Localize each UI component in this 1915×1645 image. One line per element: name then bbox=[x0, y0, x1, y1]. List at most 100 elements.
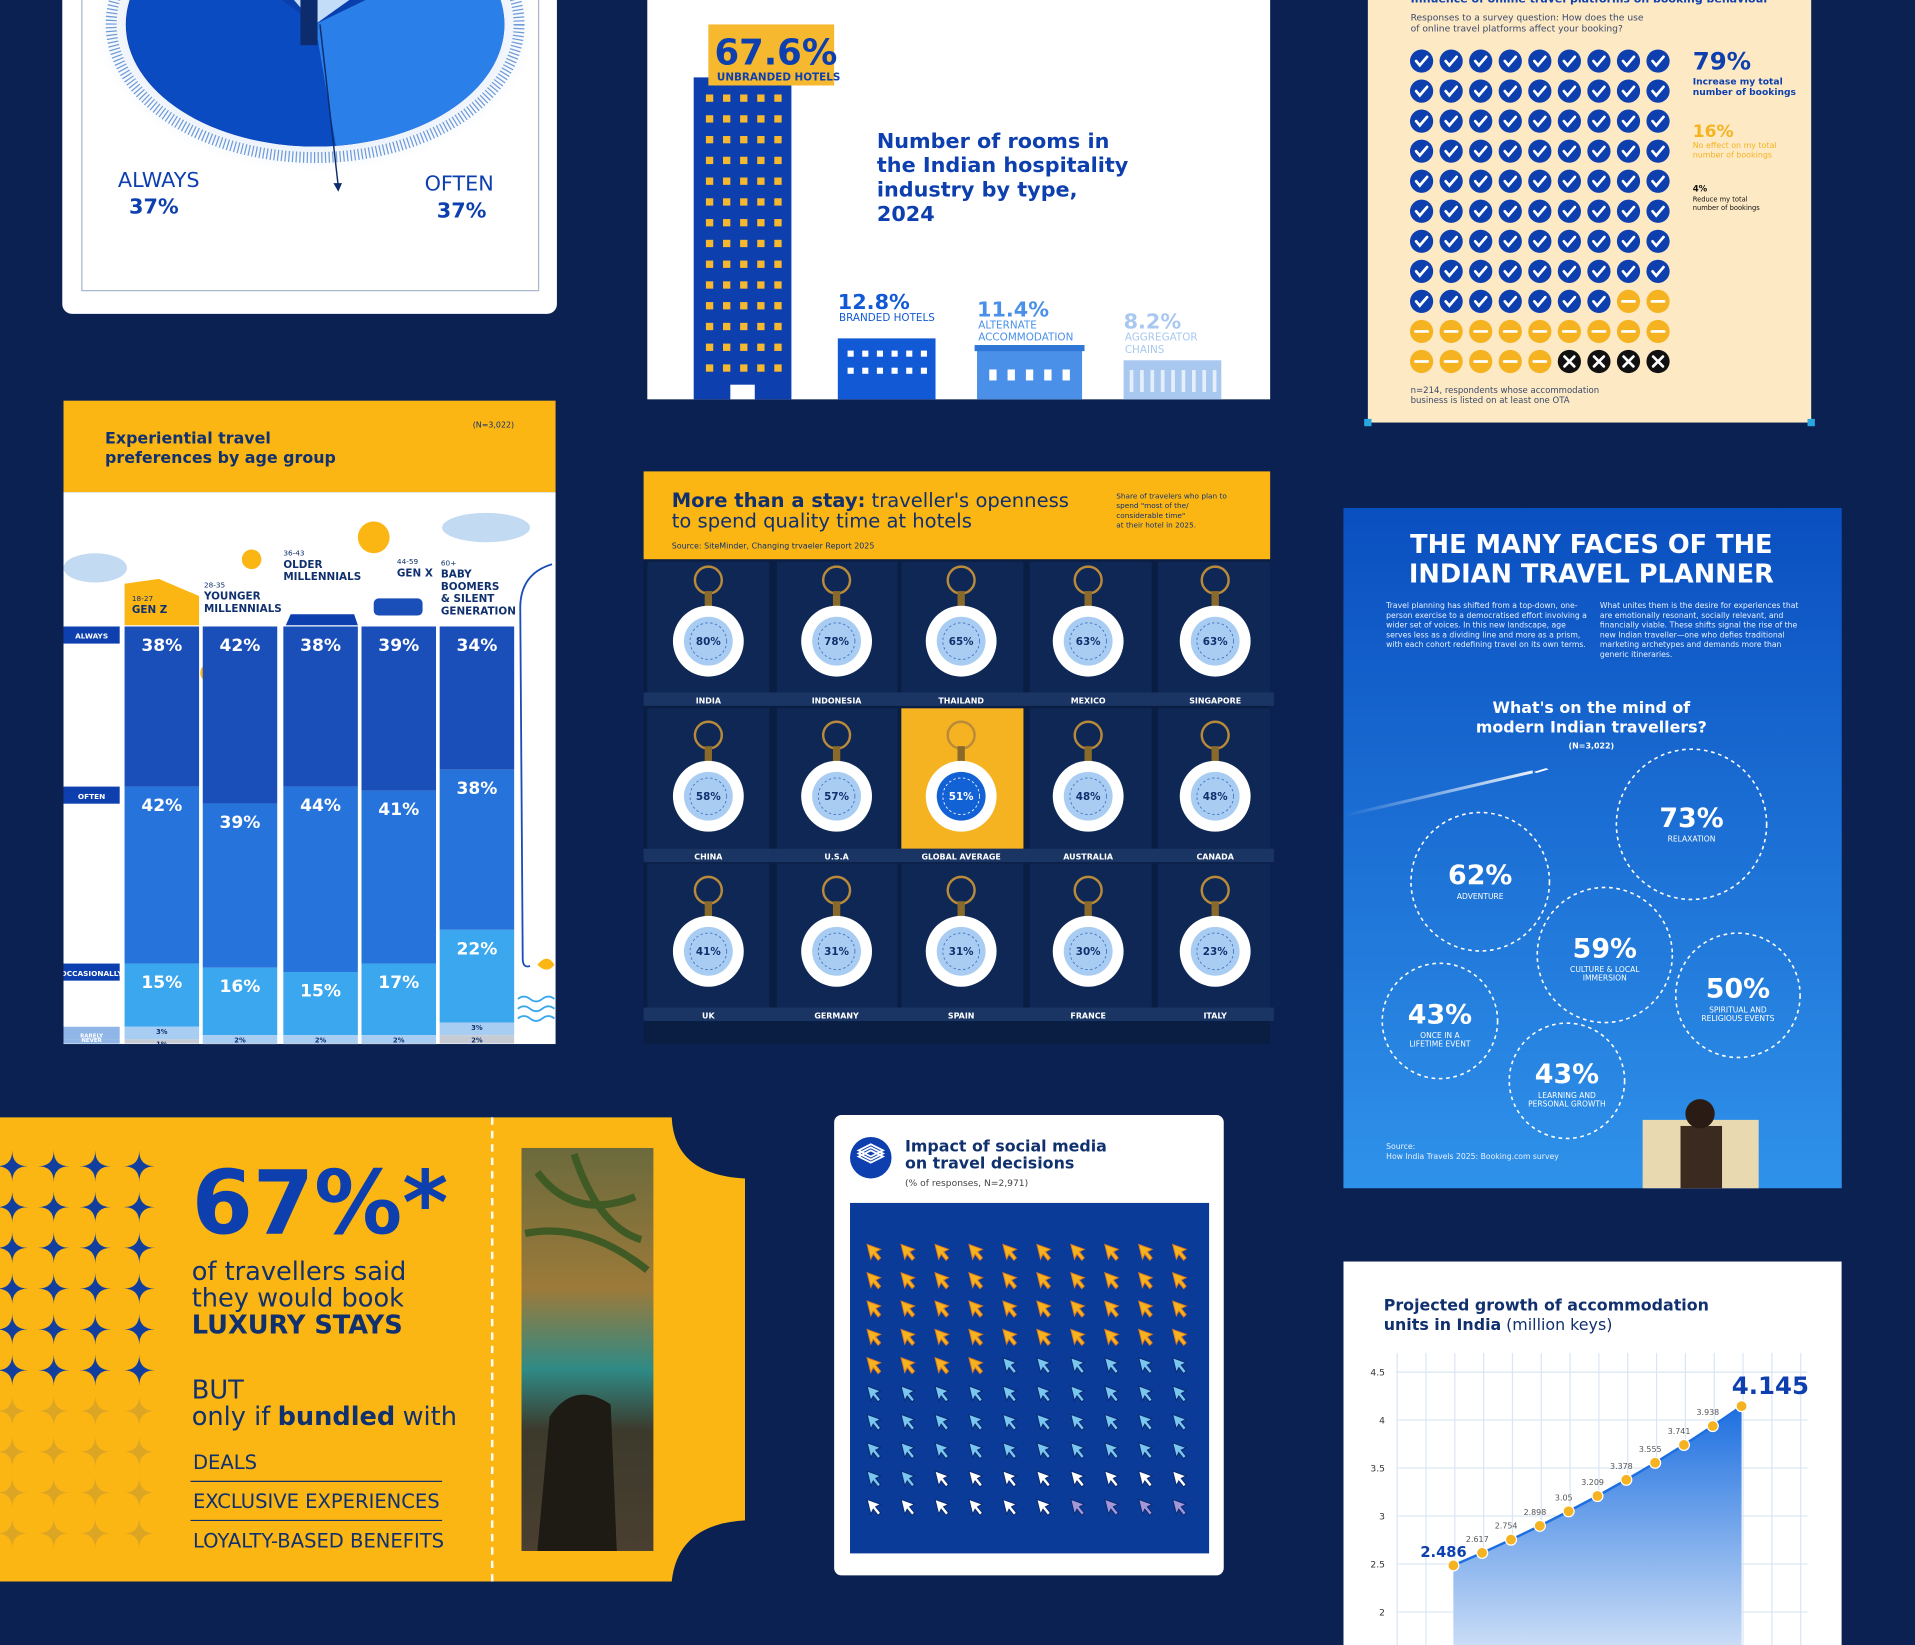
wave bbox=[517, 1005, 556, 1013]
value-label: 3% bbox=[156, 1028, 168, 1036]
icon-symbol bbox=[1651, 85, 1665, 98]
strap bbox=[832, 591, 841, 609]
level-tab bbox=[63, 626, 120, 644]
bar-segment bbox=[361, 626, 437, 791]
cursor bbox=[866, 1328, 882, 1347]
cursor bbox=[1171, 1243, 1188, 1262]
strap bbox=[1211, 746, 1219, 764]
cursor bbox=[968, 1385, 984, 1403]
bar-segment bbox=[283, 971, 358, 1036]
cursor bbox=[866, 1243, 882, 1262]
star bbox=[0, 1354, 29, 1387]
value-dot bbox=[1063, 926, 1113, 976]
waffle-icon bbox=[1616, 49, 1641, 73]
cursor bbox=[934, 1300, 950, 1318]
cursor bbox=[1036, 1328, 1052, 1347]
slice-value: 37% bbox=[129, 195, 179, 219]
value-label: 65% bbox=[949, 636, 974, 648]
paragraph: person exercise to a democratised effort… bbox=[1386, 611, 1587, 620]
value-label: 16% bbox=[220, 977, 261, 997]
waffle-icon bbox=[1439, 259, 1463, 283]
y-tick-label: 2.5 bbox=[1370, 1561, 1385, 1571]
window bbox=[757, 281, 765, 289]
cursor bbox=[1104, 1243, 1120, 1262]
point bbox=[1533, 1519, 1546, 1532]
waffle-icon bbox=[1469, 49, 1493, 73]
window bbox=[757, 94, 765, 102]
window bbox=[757, 322, 765, 331]
strap bbox=[1084, 591, 1092, 609]
slice-label: OFTEN bbox=[425, 172, 494, 196]
value-label: 44% bbox=[300, 796, 341, 816]
value-label: 2.486 bbox=[1420, 1544, 1466, 1561]
window bbox=[740, 281, 748, 289]
cursor bbox=[1036, 1470, 1052, 1488]
cursor bbox=[934, 1441, 950, 1460]
bar-segment bbox=[439, 929, 515, 1023]
icon-symbol bbox=[1473, 85, 1488, 98]
cursor bbox=[1036, 1413, 1052, 1432]
cursor bbox=[1104, 1470, 1120, 1488]
star bbox=[0, 1476, 29, 1509]
bubble bbox=[1674, 932, 1801, 1059]
icon-symbol bbox=[1444, 205, 1458, 218]
cursor bbox=[900, 1441, 916, 1460]
bar-segment bbox=[361, 1043, 437, 1045]
level-tab bbox=[63, 963, 120, 981]
source: How India Travels 2025: Booking.com surv… bbox=[1386, 1152, 1559, 1161]
door bbox=[730, 384, 755, 400]
plane bbox=[1533, 768, 1549, 774]
car bbox=[373, 598, 423, 616]
sample: (N=3,022) bbox=[1569, 742, 1615, 751]
value-dot bbox=[1063, 771, 1113, 821]
window bbox=[740, 260, 748, 268]
palm bbox=[524, 1152, 650, 1273]
bubble-label: LEARNING AND bbox=[1538, 1091, 1596, 1100]
y-tick-label: 2 bbox=[1379, 1609, 1385, 1619]
age-range: 36-43 bbox=[283, 549, 305, 558]
bubble-label: RELIGIOUS EVENTS bbox=[1701, 1014, 1774, 1023]
item-label: ALTERNATE bbox=[978, 320, 1037, 332]
cursor bbox=[1171, 1356, 1188, 1375]
star bbox=[79, 1395, 112, 1427]
value-dot bbox=[936, 926, 986, 976]
paragraph: generic itineraries. bbox=[1600, 650, 1672, 659]
cursor bbox=[1070, 1498, 1086, 1517]
waffle-icon bbox=[1528, 259, 1552, 283]
star bbox=[123, 1231, 156, 1264]
value-label: 3.741 bbox=[1668, 1427, 1691, 1436]
note: Share of travelers who plan to bbox=[1116, 491, 1227, 500]
window bbox=[1181, 370, 1186, 393]
window bbox=[740, 219, 748, 227]
icon-symbol bbox=[1532, 235, 1547, 248]
star bbox=[79, 1191, 112, 1223]
window bbox=[740, 115, 748, 123]
waffle-icon bbox=[1409, 169, 1434, 193]
icon-symbol bbox=[1592, 145, 1606, 158]
cursor bbox=[1070, 1243, 1086, 1262]
cursor bbox=[1171, 1271, 1188, 1290]
body-text: of travellers said bbox=[192, 1257, 407, 1287]
star bbox=[123, 1517, 156, 1550]
star bbox=[0, 1150, 29, 1183]
waffle-icon bbox=[1587, 79, 1611, 103]
area bbox=[1453, 1406, 1742, 1645]
legend-label: number of bookings bbox=[1693, 204, 1761, 212]
icon-symbol bbox=[1592, 175, 1606, 188]
y-tick-label: 4 bbox=[1379, 1417, 1385, 1427]
cursor bbox=[1104, 1498, 1120, 1517]
shelf bbox=[773, 848, 902, 863]
star bbox=[0, 1191, 29, 1223]
cursor bbox=[1138, 1300, 1154, 1318]
benefit: LOYALTY-BASED BENEFITS bbox=[193, 1529, 444, 1552]
point bbox=[1447, 1559, 1460, 1572]
age-range: 60+ bbox=[441, 558, 456, 567]
title: the Indian hospitality bbox=[877, 153, 1129, 177]
cursor bbox=[1138, 1243, 1154, 1262]
window bbox=[774, 364, 782, 372]
value-label: 11.4% bbox=[977, 297, 1049, 321]
waffle-icon bbox=[1469, 79, 1493, 103]
level-label: NEVER bbox=[81, 1038, 102, 1044]
star bbox=[79, 1435, 112, 1468]
